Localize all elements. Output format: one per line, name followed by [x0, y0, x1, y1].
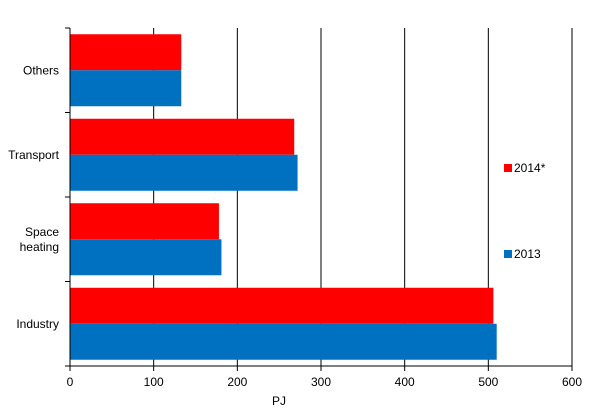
x-tick-label: 300	[311, 375, 331, 389]
legend: 2014* 2013	[504, 161, 546, 261]
x-tick-label: 100	[144, 375, 164, 389]
bar-2014-0	[70, 34, 182, 71]
bar-2013-1	[70, 154, 298, 191]
bars	[70, 34, 497, 360]
bar-2013-3	[70, 323, 497, 360]
tick-labels: 0 100 200 300 400 500 600 Others Transport Space h…	[8, 63, 582, 389]
legend-label: 2013	[514, 247, 541, 261]
bar-2014-3	[70, 287, 494, 324]
axes	[65, 27, 573, 371]
legend-swatch	[504, 164, 512, 172]
bar-2014-1	[70, 118, 295, 155]
y-category-label: Space heating	[20, 225, 60, 254]
x-tick-label: 600	[562, 375, 582, 389]
bar-2013-2	[70, 239, 222, 276]
bar-2014-2	[70, 203, 219, 240]
x-tick-label: 400	[395, 375, 415, 389]
y-category-label: Industry	[16, 317, 59, 331]
x-tick-label: 0	[67, 375, 74, 389]
y-category-label: Others	[23, 63, 59, 77]
legend-swatch	[504, 250, 512, 258]
y-category-label: Transport	[8, 148, 60, 162]
x-axis-title: PJ	[272, 394, 286, 408]
legend-label: 2014*	[514, 161, 546, 175]
bar-2013-0	[70, 70, 182, 107]
x-tick-label: 200	[227, 375, 247, 389]
x-tick-label: 500	[478, 375, 498, 389]
